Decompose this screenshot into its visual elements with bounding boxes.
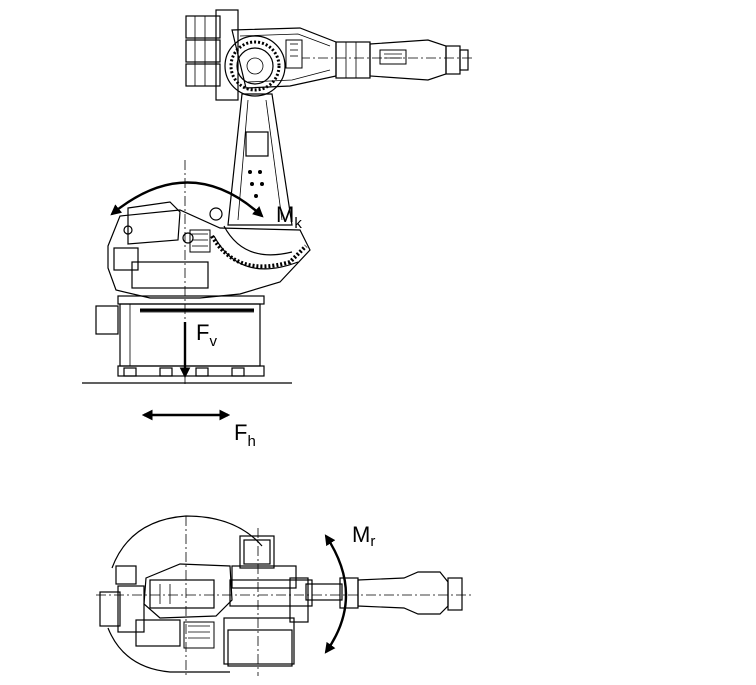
robot-base (82, 295, 292, 384)
label-vertical-force: Fv (196, 320, 217, 350)
label-tilting-moment: Mk (276, 202, 302, 232)
robot-top-view (96, 515, 472, 676)
elbow-joint (224, 35, 303, 97)
label-rotation-moment: Mr (352, 522, 375, 550)
rotation-moment-arrow (324, 534, 348, 654)
shoulder-housing (107, 201, 311, 299)
upper-arm (231, 27, 472, 89)
counterweight (185, 9, 239, 101)
label-horizontal-force: Fh (234, 420, 256, 450)
tilting-moment-arrow (110, 181, 264, 218)
robot-side-view (82, 9, 472, 384)
